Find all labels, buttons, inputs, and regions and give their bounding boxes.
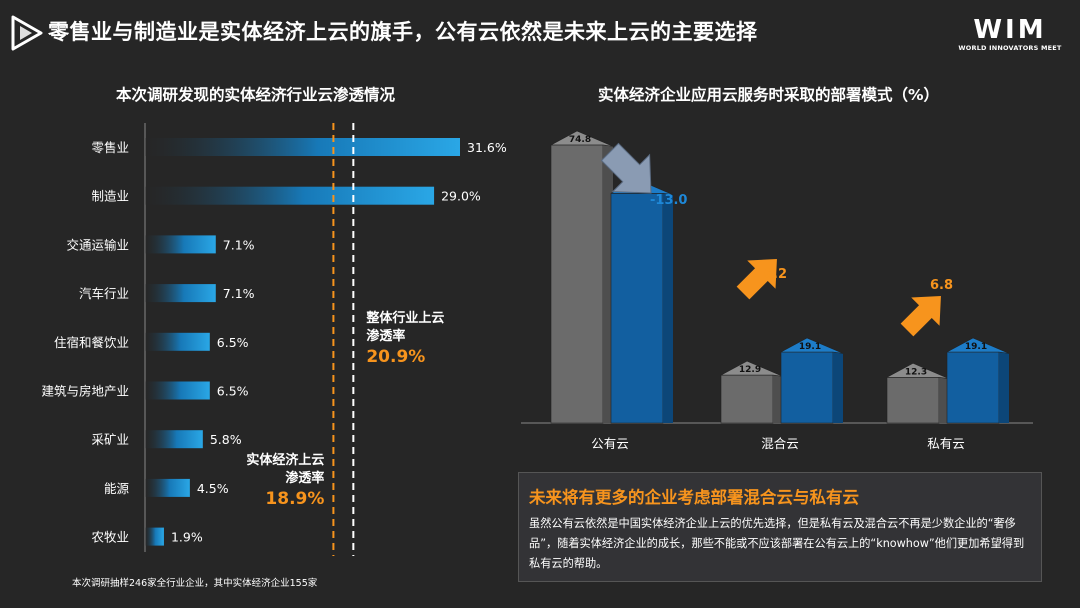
value-label-3: 7.1% <box>223 237 255 252</box>
arrow-shape-1 <box>600 142 652 194</box>
reference-value-1: 20.9% <box>366 347 425 367</box>
value-label-9: 1.9% <box>171 530 203 545</box>
change-arrow-3 <box>900 296 941 337</box>
category-label-3: 交通运输业 <box>66 237 129 252</box>
change-value-1: -13.0 <box>650 193 687 208</box>
category-label-2: 混合云 <box>761 436 799 451</box>
reference-label-2: 实体经济上云 <box>246 452 324 468</box>
column-top-1-1 <box>550 130 614 147</box>
header: 零售业与制造业是实体经济上云的旗手，公有云依然是未来上云的主要选择 WIM WO… <box>0 0 1080 66</box>
bar-9 <box>145 527 164 546</box>
bar-1 <box>145 138 460 156</box>
bar-3 <box>145 235 216 254</box>
category-label-5: 住宿和餐饮业 <box>54 335 129 350</box>
value-label-2: 29.0% <box>441 189 481 204</box>
column-front-3-2 <box>946 351 1000 424</box>
callout-heading: 未来将有更多的企业考虑部署混合云与私有云 <box>529 488 859 507</box>
column-side-2-1 <box>773 375 783 423</box>
column-value-1-1: 74.8 <box>569 135 591 145</box>
bar-8 <box>145 478 190 497</box>
value-label-8: 4.5% <box>197 481 229 496</box>
reference-label-2-line2: 渗透率 <box>285 470 324 486</box>
arrow-shape-2 <box>736 259 777 300</box>
bar-2 <box>145 186 435 205</box>
brand-logo-text: WIM <box>973 15 1047 45</box>
column-side-1-2 <box>663 193 673 423</box>
reference-value-2: 18.9% <box>265 489 324 509</box>
brand-logo: WIM WORLD INNOVATORS MEET <box>954 16 1066 58</box>
category-label-8: 能源 <box>104 481 130 496</box>
category-label-4: 汽车行业 <box>79 286 129 301</box>
footnote: 本次调研抽样246家全行业企业，其中实体经济企业155家 <box>72 578 318 589</box>
column-value-3-1: 12.3 <box>905 367 927 377</box>
category-label-2: 制造业 <box>91 189 129 204</box>
logo-play-icon <box>11 15 43 51</box>
bar-4 <box>145 284 216 303</box>
column-side-2-2 <box>833 352 843 423</box>
column-side-1-1 <box>603 144 613 423</box>
category-label-1: 零售业 <box>91 140 129 155</box>
value-label-4: 7.1% <box>223 286 255 301</box>
category-label-6: 建筑与房地产业 <box>41 384 129 399</box>
bar-6 <box>145 381 210 400</box>
category-label-9: 农牧业 <box>91 530 129 545</box>
arrow-shape-3 <box>900 296 941 337</box>
column-front-1-2 <box>610 192 664 424</box>
column-value-2-2: 19.1 <box>799 342 821 352</box>
column-front-2-2 <box>780 351 834 424</box>
column-front-3-1 <box>886 376 940 424</box>
category-label-1: 公有云 <box>591 436 629 451</box>
column-side-3-2 <box>999 352 1009 423</box>
right-chart-title: 实体经济企业应用云服务时采取的部署模式（%） <box>598 86 940 104</box>
bar-5 <box>145 332 210 351</box>
column-value-3-2: 19.1 <box>965 342 987 352</box>
value-label-5: 6.5% <box>217 335 249 350</box>
callout-body: 虽然公有云依然是中国实体经济企业上云的优先选择，但是私有云及混合云不再是少数企业… <box>529 517 1025 570</box>
category-label-7: 采矿业 <box>91 432 129 447</box>
column-value-2-1: 12.9 <box>739 365 761 375</box>
change-value-3: 6.8 <box>930 278 953 293</box>
value-label-1: 31.6% <box>467 140 507 155</box>
change-arrow-2 <box>736 259 777 300</box>
value-label-6: 6.5% <box>217 384 249 399</box>
column-front-1-1 <box>550 144 604 424</box>
reference-label-1: 整体行业上云 <box>365 310 444 326</box>
column-front-2-1 <box>720 374 774 424</box>
left-chart-title: 本次调研发现的实体经济行业云渗透情况 <box>116 86 396 104</box>
callout-box: 未来将有更多的企业考虑部署混合云与私有云 虽然公有云依然是中国实体经济企业上云的… <box>518 472 1042 582</box>
page-title: 零售业与制造业是实体经济上云的旗手，公有云依然是未来上云的主要选择 <box>48 20 758 44</box>
value-label-7: 5.8% <box>210 432 242 447</box>
change-arrow-1 <box>600 142 652 194</box>
reference-label-1-line2: 渗透率 <box>366 328 405 344</box>
category-label-3: 私有云 <box>927 436 965 451</box>
column-top-2-2 <box>780 337 844 354</box>
column-top-3-2 <box>946 337 1010 354</box>
bar-7 <box>145 430 203 449</box>
column-side-3-1 <box>939 377 949 423</box>
brand-logo-subtext: WORLD INNOVATORS MEET <box>958 44 1062 52</box>
change-value-2: 6.2 <box>764 267 787 282</box>
